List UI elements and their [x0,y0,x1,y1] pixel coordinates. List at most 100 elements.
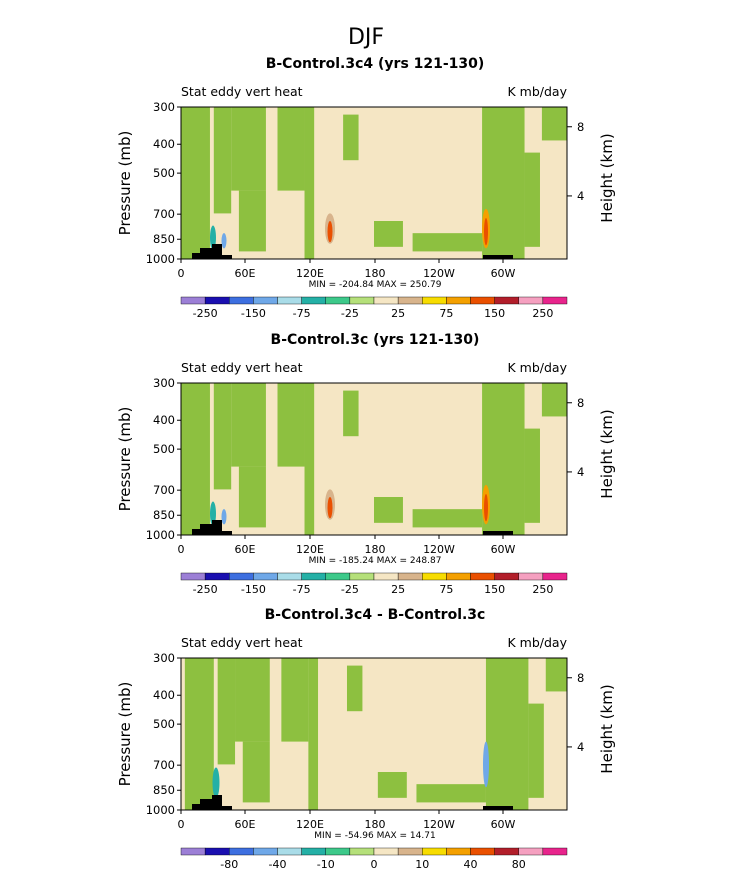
min-max-stats: MIN = -204.84 MAX = 250.79 [309,280,442,290]
colorbar-swatch [229,847,254,856]
cold-anomaly [221,233,227,249]
colorbar-label: -75 [293,583,311,596]
colorbar-label: 25 [391,307,405,320]
plot-area [181,107,567,259]
height-tick-label: 8 [577,396,584,410]
colorbar-swatch [277,572,302,581]
colorbar: -250 -150 -75 -25 25 75 150 250 [180,296,568,320]
colorbar-swatch [397,296,423,305]
contour-region [181,383,210,535]
height-tick-label: 4 [577,740,584,754]
colorbar-swatch [229,572,254,581]
longitude-tick-label: 180 [365,818,386,831]
colorbar-swatch [422,572,447,581]
contour-region [343,114,359,161]
colorbar-label: -25 [341,583,359,596]
height-axis-title: Height (km) [598,409,616,498]
colorbar-swatch [373,847,399,856]
colorbar-label: -80 [220,858,238,871]
pressure-axis-title: Pressure (mb) [116,682,134,787]
contour-region [238,190,266,252]
units-label: K mb/day [508,360,568,375]
longitude-tick-label: 120E [296,267,324,280]
colorbar-swatch [518,296,544,305]
contour-region [181,107,210,259]
contour-region [412,509,483,528]
pressure-tick-label: 1000 [146,528,175,542]
cold-anomaly [210,225,216,250]
contour-region [377,772,407,798]
pressure-tick-label: 700 [153,758,175,772]
colorbar-swatch [446,572,471,581]
contour-region [281,658,309,742]
colorbar-label: 75 [439,583,453,596]
colorbar-swatch [349,296,375,305]
longitude-tick-label: 60E [235,267,256,280]
contour-region [346,665,363,712]
pressure-tick-label: 1000 [146,252,175,266]
height-tick-label: 8 [577,120,584,134]
height-axis-title: Height (km) [598,133,616,222]
terrain-asia [192,520,232,535]
contour-region [304,107,315,259]
colorbar: -80 -40 -10 0 10 40 80 [180,847,568,871]
colorbar-swatch [446,847,471,856]
cold-anomaly [221,509,227,525]
contour-region [277,383,305,467]
colorbar-label: -250 [193,307,218,320]
longitude-tick-label: 60E [235,543,256,556]
longitude-tick-label: 0 [178,818,185,831]
colorbar-label: -250 [193,583,218,596]
longitude-tick-label: 0 [178,267,185,280]
height-tick-label: 4 [577,189,584,203]
colorbar-label: 250 [532,307,553,320]
colorbar-label: -150 [241,307,266,320]
pressure-tick-label: 300 [153,376,175,390]
units-label: K mb/day [508,84,568,99]
contour-region [541,383,567,417]
colorbar-swatch [542,572,568,581]
longitude-tick-label: 180 [365,543,386,556]
contour-region [485,658,529,810]
colorbar-label: -10 [317,858,335,871]
plot-area [181,383,567,535]
left-label: Stat eddy vert heat [181,635,303,650]
contour-region [524,152,540,247]
colorbar-swatch [253,847,278,856]
height-tick-label: 4 [577,465,584,479]
longitude-tick-label: 60W [491,543,516,556]
colorbar-swatch [325,572,351,581]
colorbar: -250 -150 -75 -25 25 75 150 250 [180,572,568,596]
colorbar-swatch [204,847,230,856]
colorbar-swatch [542,847,568,856]
pressure-tick-label: 700 [153,483,175,497]
pressure-tick-label: 400 [153,413,175,427]
colorbar-swatch [180,847,206,856]
plot-frame [180,106,568,260]
colorbar-swatch [325,847,351,856]
pressure-tick-label: 500 [153,442,175,456]
pressure-tick-label: 850 [153,232,175,246]
contour-region [374,221,403,247]
left-label: Stat eddy vert heat [181,360,303,375]
colorbar-swatch [494,296,519,305]
colorbar-swatch [494,572,519,581]
contour-region [184,658,214,810]
colorbar-label: -150 [241,583,266,596]
contour-region [374,497,403,523]
contour-region [308,658,319,810]
colorbar-label: 250 [532,583,553,596]
contour-region [416,784,486,803]
colorbar-swatch [301,572,326,581]
pressure-tick-label: 500 [153,166,175,180]
colorbar-swatch [397,572,423,581]
colorbar-swatch [518,847,544,856]
longitude-tick-label: 0 [178,543,185,556]
pressure-tick-label: 400 [153,688,175,702]
longitude-tick-label: 60W [491,267,516,280]
colorbar-swatch [470,572,495,581]
terrain-andes [483,531,513,535]
colorbar-swatch [253,572,278,581]
contour-region [213,383,232,490]
